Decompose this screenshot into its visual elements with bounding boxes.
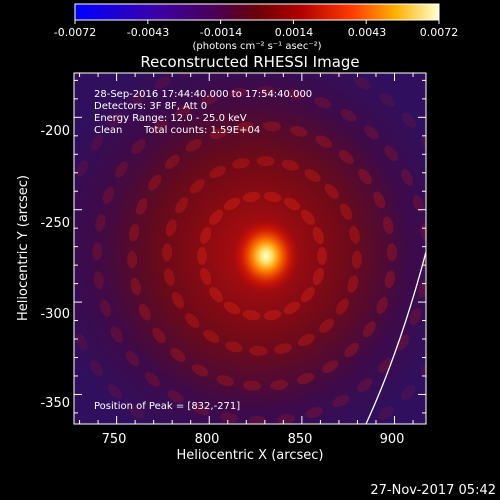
y-axis-label: Heliocentric Y (arcsec) xyxy=(16,175,31,321)
colorbar-units: (photons cm⁻² s⁻¹ asec⁻²) xyxy=(192,41,321,52)
peak-position-label: Position of Peak = [832,-271] xyxy=(94,401,240,412)
x-tick-label-3: 900 xyxy=(380,432,405,447)
plot-frame xyxy=(73,72,427,425)
info-method: Clean xyxy=(94,125,122,136)
x-tick-label-0: 750 xyxy=(102,432,127,447)
colorbar-tick-3: 0.0014 xyxy=(275,26,314,39)
y-tick-label-1: -250 xyxy=(40,216,70,231)
colorbar-tick-4: 0.0043 xyxy=(348,26,387,39)
x-tick-label-1: 800 xyxy=(195,432,220,447)
info-energy-range: Energy Range: 12.0 - 25.0 keV xyxy=(94,113,247,124)
y-tick-label-0: -200 xyxy=(40,124,70,139)
colorbar-ticks xyxy=(74,20,440,24)
solar-limb-arc xyxy=(365,251,426,424)
info-detectors: Detectors: 3F 8F, Att 0 xyxy=(94,101,207,112)
peak-source xyxy=(232,218,300,294)
y-tick-label-3: -350 xyxy=(40,396,70,411)
info-total-counts: Total counts: 1.59E+04 xyxy=(143,125,260,136)
info-time-range: 28-Sep-2016 17:44:40.000 to 17:54:40.000 xyxy=(94,89,312,100)
colorbar xyxy=(74,3,440,21)
colorbar-tick-5: 0.0072 xyxy=(420,26,459,39)
x-tick-label-2: 850 xyxy=(288,432,313,447)
x-axis-label: Heliocentric X (arcsec) xyxy=(177,448,324,463)
colorbar-tick-2: -0.0014 xyxy=(200,26,242,39)
plot-timestamp: 27-Nov-2017 05:42 xyxy=(370,483,496,498)
rhessi-image xyxy=(74,73,426,424)
y-tick-label-2: -300 xyxy=(40,307,70,322)
colorbar-tick-0: -0.0072 xyxy=(54,26,96,39)
image-title: Reconstructed RHESSI Image xyxy=(140,53,359,71)
axis-ticks xyxy=(74,73,426,424)
colorbar-tick-1: -0.0043 xyxy=(127,26,169,39)
